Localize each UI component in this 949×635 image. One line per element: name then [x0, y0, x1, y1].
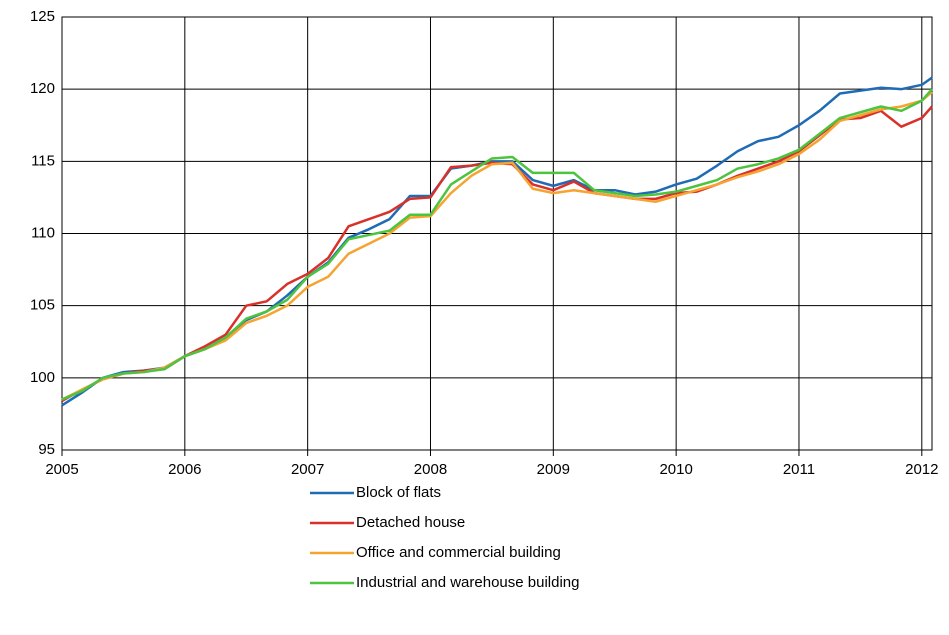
- y-tick-label: 95: [38, 441, 55, 458]
- legend-label: Industrial and warehouse building: [356, 574, 579, 591]
- x-tick-label: 2007: [291, 461, 324, 478]
- series-line: [61, 105, 933, 403]
- legend-label: Block of flats: [356, 484, 441, 501]
- y-tick-label: 120: [30, 80, 55, 97]
- y-tick-label: 115: [31, 152, 55, 169]
- x-tick-label: 2006: [168, 461, 201, 478]
- y-tick-label: 105: [30, 297, 55, 314]
- x-tick-label: 2012: [905, 461, 938, 478]
- legend-label: Office and commercial building: [356, 544, 561, 561]
- x-tick-label: 2011: [783, 461, 815, 478]
- x-tick-label: 2008: [414, 461, 447, 478]
- series-line: [61, 76, 933, 407]
- y-tick-label: 125: [30, 8, 55, 25]
- legend-label: Detached house: [356, 514, 465, 531]
- plot-frame: [61, 16, 933, 451]
- y-tick-label: 100: [30, 369, 55, 386]
- x-tick-label: 2009: [537, 461, 570, 478]
- y-tick-label: 110: [31, 224, 55, 241]
- x-tick-label: 2010: [659, 461, 692, 478]
- x-tick-label: 2005: [45, 461, 78, 478]
- series-line: [61, 88, 933, 401]
